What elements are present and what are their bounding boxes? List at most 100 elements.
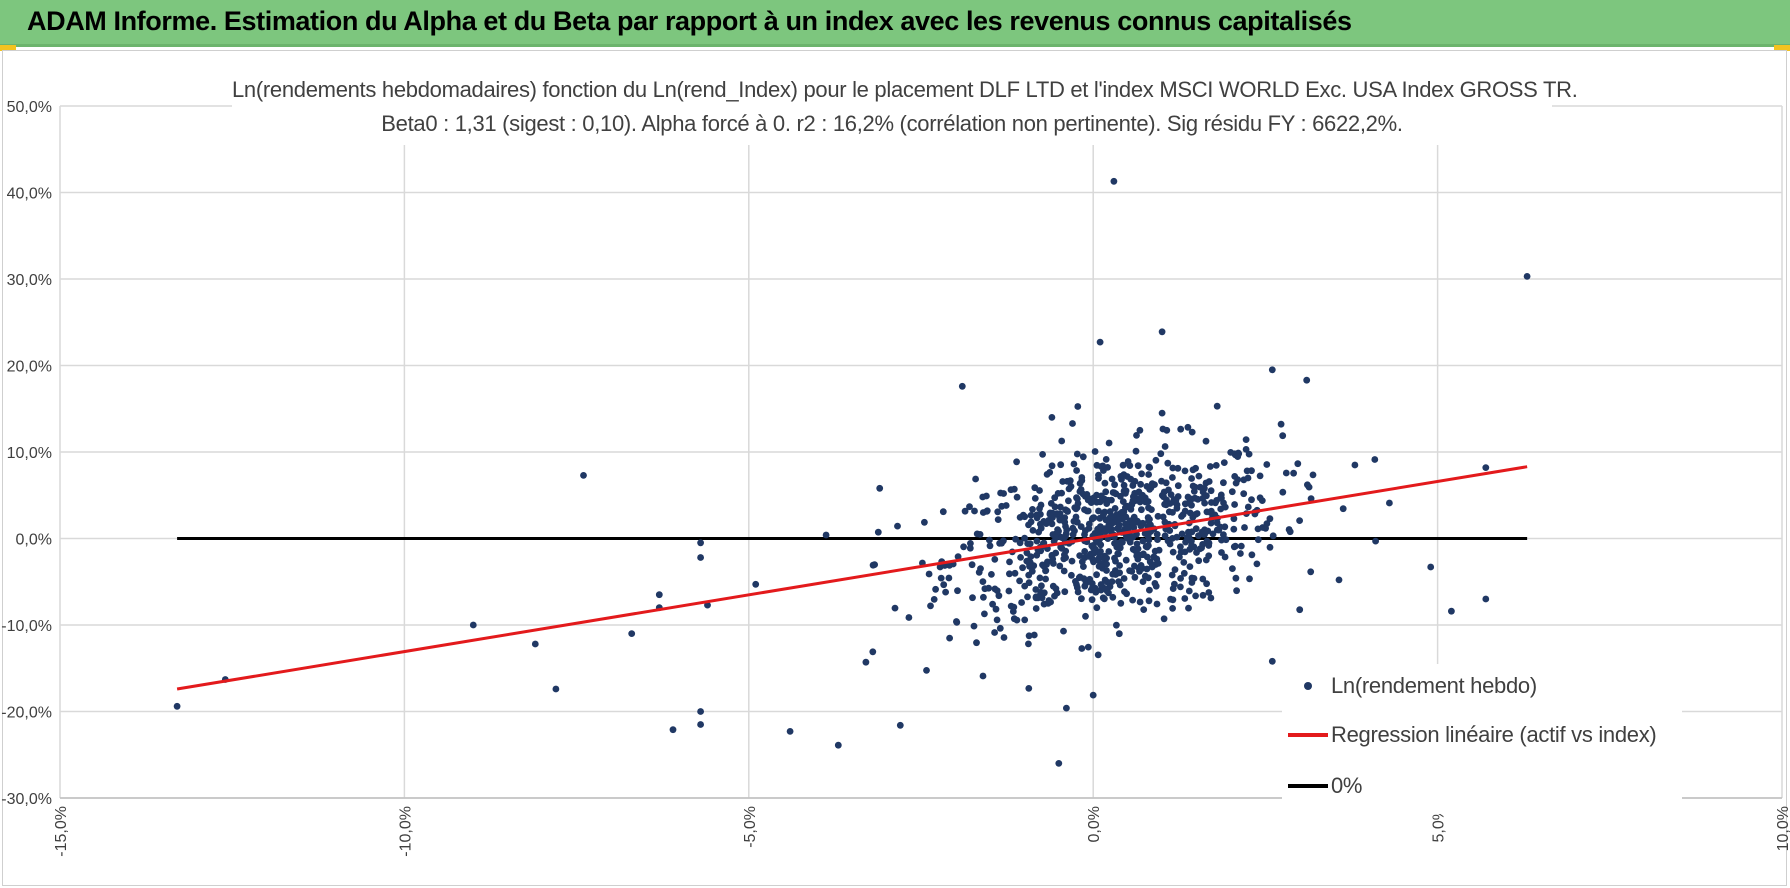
scatter-point [1206, 463, 1214, 470]
scatter-point [655, 591, 663, 599]
scatter-point [1121, 588, 1128, 595]
scatter-point [1021, 582, 1029, 590]
scatter-point [985, 584, 992, 592]
scatter-point [1161, 500, 1168, 508]
scatter-point [1193, 549, 1200, 556]
scatter-point [1169, 464, 1177, 472]
scatter-point [1116, 562, 1123, 569]
scatter-point [1195, 557, 1203, 565]
scatter-point [1213, 402, 1221, 410]
scatter-point [1084, 507, 1092, 515]
scatter-point [1266, 543, 1274, 551]
scatter-point [1133, 432, 1140, 439]
legend-marker-black-line [1288, 784, 1328, 788]
scatter-point [1093, 604, 1101, 612]
scatter-point [1171, 580, 1178, 588]
scatter-point [1205, 552, 1213, 560]
legend-item-regression: Regression linéaire (actif vs index) [1282, 720, 1682, 750]
scatter-point [905, 614, 913, 621]
scatter-point [1101, 595, 1108, 603]
scatter-point [954, 553, 962, 561]
scatter-point [1103, 500, 1111, 507]
scatter-point [1110, 177, 1118, 185]
scatter-point [1386, 499, 1393, 507]
scatter-point [1052, 549, 1060, 557]
scatter-point [1307, 495, 1315, 503]
scatter-point [1113, 621, 1120, 629]
scatter-point [1182, 538, 1189, 546]
scatter-point [1109, 593, 1117, 601]
scatter-point [1131, 490, 1139, 497]
scatter-point [1290, 469, 1297, 477]
scatter-point [1174, 482, 1182, 490]
scatter-point [1186, 563, 1194, 570]
legend-label-zero: 0% [1331, 773, 1363, 798]
scatter-point [1027, 518, 1035, 526]
scatter-point [1139, 578, 1147, 585]
scatter-point [1234, 453, 1242, 460]
scatter-point [966, 544, 974, 552]
y-tick-label: 40,0% [7, 186, 52, 203]
report-title: ADAM Informe. Estimation du Alpha et du … [27, 6, 1352, 36]
legend-label-regression: Regression linéaire (actif vs index) [1331, 722, 1657, 747]
legend-item-points: Ln(rendement hebdo) [1282, 671, 1682, 701]
scatter-point [1169, 474, 1176, 481]
scatter-point [1000, 490, 1007, 497]
scatter-point [876, 484, 884, 492]
scatter-point [1146, 558, 1154, 566]
scatter-point [1188, 537, 1195, 545]
scatter-point [992, 605, 1000, 613]
scatter-point [1040, 589, 1048, 597]
scatter-point [1146, 516, 1153, 523]
scatter-point [1217, 505, 1225, 513]
scatter-point [1025, 571, 1033, 579]
scatter-point [1144, 498, 1152, 505]
scatter-point [1256, 472, 1264, 480]
scatter-point [1205, 478, 1213, 485]
scatter-point [1060, 567, 1068, 575]
scatter-point [1151, 580, 1159, 587]
scatter-point [940, 581, 948, 589]
scatter-point [1111, 505, 1119, 512]
scatter-point [1427, 563, 1435, 571]
scatter-point [1132, 447, 1140, 455]
scatter-point [1279, 432, 1287, 440]
scatter-point [1192, 592, 1199, 600]
scatter-point [1195, 472, 1203, 480]
scatter-point [697, 554, 704, 561]
scatter-point [1095, 562, 1103, 570]
scatter-point [1074, 403, 1082, 410]
scatter-point [1279, 488, 1287, 496]
scatter-point [1024, 593, 1031, 601]
scatter-point [1158, 328, 1166, 336]
scatter-point [1154, 536, 1161, 543]
scatter-point [1091, 545, 1099, 553]
scatter-point [966, 503, 973, 511]
scatter-point [991, 585, 999, 593]
scatter-point [1180, 569, 1188, 577]
scatter-point [942, 588, 949, 596]
scatter-point [834, 741, 842, 749]
scatter-point [1190, 543, 1198, 551]
scatter-point [1147, 484, 1155, 492]
scatter-point [1091, 448, 1099, 455]
scatter-point [1042, 575, 1049, 583]
scatter-point [1138, 470, 1145, 478]
scatter-point [1185, 587, 1193, 595]
scatter-point [1296, 517, 1303, 524]
scatter-point [946, 634, 953, 642]
scatter-point [1189, 466, 1197, 474]
scatter-point [1136, 598, 1144, 606]
scatter-point [1139, 537, 1147, 545]
scatter-point [1063, 704, 1070, 712]
scatter-point [1152, 456, 1160, 464]
scatter-point [1169, 548, 1177, 556]
y-tick-label: -30,0% [1, 791, 52, 808]
scatter-point [979, 493, 987, 501]
scatter-point [1335, 576, 1343, 584]
scatter-point [1057, 503, 1064, 511]
x-tick-label: 0,0% [1086, 806, 1103, 842]
scatter-point [994, 508, 1002, 516]
scatter-point [1179, 511, 1187, 518]
scatter-point [945, 574, 953, 582]
